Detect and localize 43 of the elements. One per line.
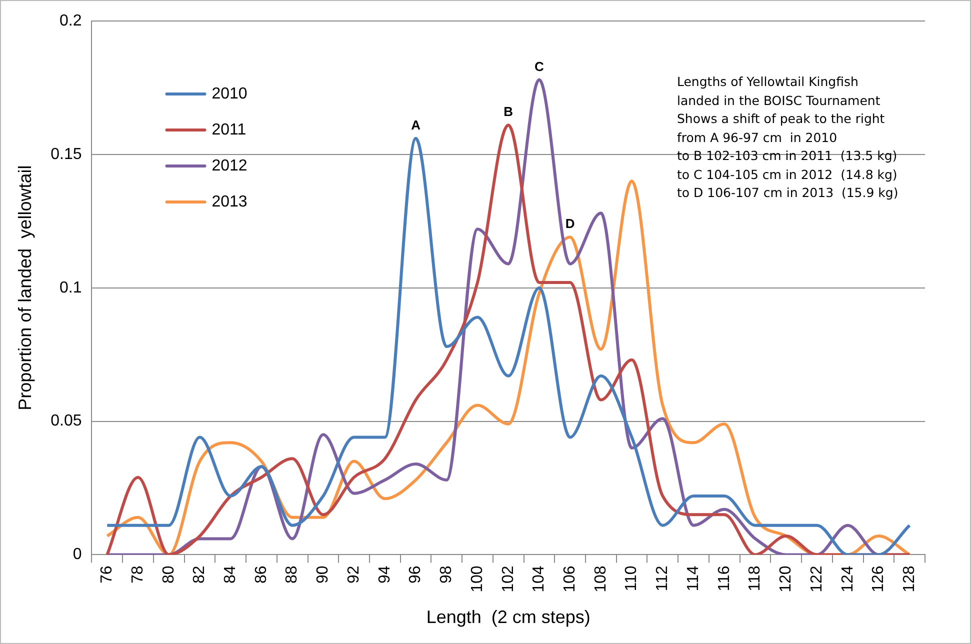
x-tick-label: 110: [623, 566, 640, 592]
x-tick-label: 126: [870, 566, 888, 592]
x-tick-label: 108: [592, 566, 610, 592]
annotation: A: [411, 117, 422, 132]
x-tick-label: 118: [746, 566, 764, 592]
x-tick-label: 76: [98, 566, 116, 584]
x-tick-label: 80: [160, 566, 178, 584]
x-tick-label: 128: [900, 566, 918, 592]
x-tick-label: 84: [222, 566, 240, 584]
legend-label: 2010: [212, 85, 248, 102]
x-tick-label: 120: [778, 566, 795, 592]
x-tick-label: 116: [716, 566, 733, 592]
x-tick-label: 122: [808, 566, 826, 592]
annotation: D: [565, 216, 575, 232]
x-tick-label: 96: [407, 566, 424, 584]
x-tick-label: 98: [438, 566, 456, 584]
x-tick-label: 106: [562, 566, 578, 592]
x-axis-title: Length (2 cm steps): [426, 607, 590, 628]
legend-label: 2013: [212, 193, 248, 210]
y-tick-label: 0.2: [59, 12, 82, 30]
x-tick-label: 102: [500, 566, 517, 592]
x-tick-label: 100: [468, 566, 486, 592]
annotation: C: [534, 58, 545, 74]
annotation: Lengths of Yellowtail Kingfish landed in the BOISC Tournament Shows a shift of peak to the right from A 96-97 cm in 2010 to B 102-103 cm in 2011 (13.5 kg) to C 104-105 cm in 2012 (14.8 kg) to D 106-107 cm in 2013 (15.9 kg): [677, 73, 898, 202]
x-tick-label: 82: [191, 566, 208, 584]
x-tick-label: 94: [376, 566, 394, 584]
y-tick-label: 0: [72, 546, 82, 564]
y-tick-label: 0.15: [50, 146, 82, 163]
x-tick-label: 114: [684, 566, 702, 592]
x-tick-label: 88: [284, 566, 301, 584]
y-axis-title: Proportion of landed yellowtail: [14, 165, 35, 410]
x-tick-label: 78: [129, 566, 146, 584]
x-tick-label: 90: [314, 566, 332, 584]
x-tick-label: 112: [654, 566, 672, 592]
x-tick-label: 104: [530, 566, 548, 592]
x-tick-label: 86: [252, 566, 270, 584]
x-tick-label: 92: [345, 566, 362, 584]
y-tick-label: 0.05: [50, 412, 82, 430]
legend-label: 2012: [212, 157, 248, 174]
annotation: B: [504, 104, 514, 120]
y-tick-label: 0.1: [59, 279, 82, 296]
x-tick-label: 124: [839, 566, 856, 592]
legend-label: 2011: [212, 121, 246, 138]
